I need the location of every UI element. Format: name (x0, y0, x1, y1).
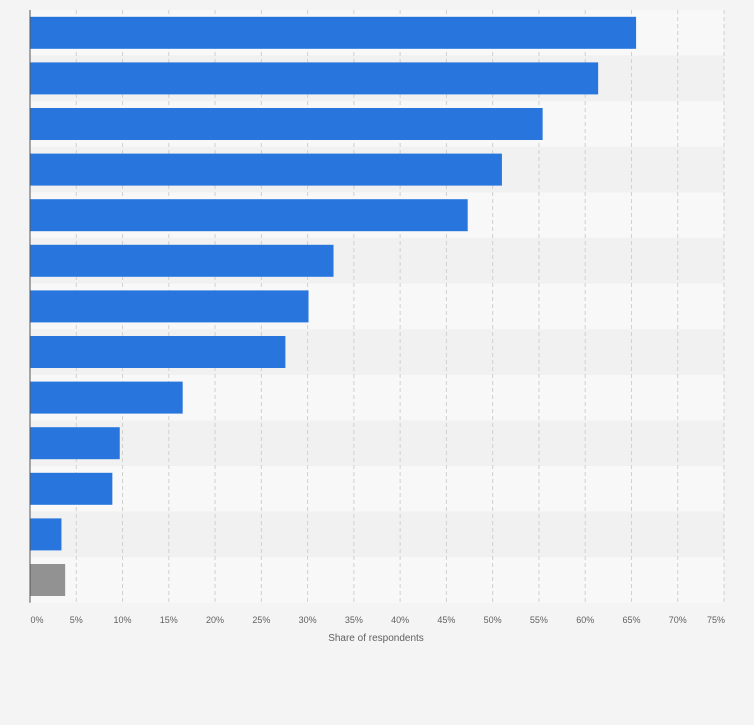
bar (30, 381, 183, 414)
bar (30, 62, 599, 95)
x-tick-label: 35% (345, 615, 363, 625)
bar (30, 336, 286, 368)
x-tick-label: 55% (530, 615, 548, 625)
x-tick-labels: 0% 5% 10% 15% 20% 25% 30% 35% 40% 45% 50% 55% 60% 65%… (30, 615, 725, 625)
bar (30, 199, 468, 232)
bars (30, 16, 637, 596)
x-tick-label: 30% (299, 615, 317, 625)
row-band (30, 511, 724, 558)
x-tick-label: 20% (206, 615, 224, 625)
x-tick-label: 75% (707, 615, 725, 625)
x-tick-label: 25% (252, 615, 270, 625)
bar (30, 16, 637, 49)
x-tick-label: 50% (484, 615, 502, 625)
x-tick-label: 65% (622, 615, 640, 625)
x-axis-title: Share of respondents (328, 633, 424, 644)
x-tick-label: 5% (70, 615, 83, 625)
x-tick-label: 15% (160, 615, 178, 625)
x-tick-label: 10% (114, 615, 132, 625)
row-band (30, 466, 724, 512)
bar (30, 108, 543, 140)
x-tick-label: 0% (30, 615, 43, 625)
bar (30, 472, 113, 505)
bar (30, 518, 62, 551)
x-tick-label: 45% (437, 615, 455, 625)
row-band (30, 420, 724, 466)
bar (30, 153, 502, 186)
bar (30, 290, 309, 323)
bar (30, 427, 120, 460)
bar (30, 244, 334, 277)
x-tick-label: 40% (391, 615, 409, 625)
bar (30, 564, 66, 596)
x-tick-label: 70% (669, 615, 687, 625)
row-band (30, 557, 724, 603)
x-tick-label: 60% (576, 615, 594, 625)
